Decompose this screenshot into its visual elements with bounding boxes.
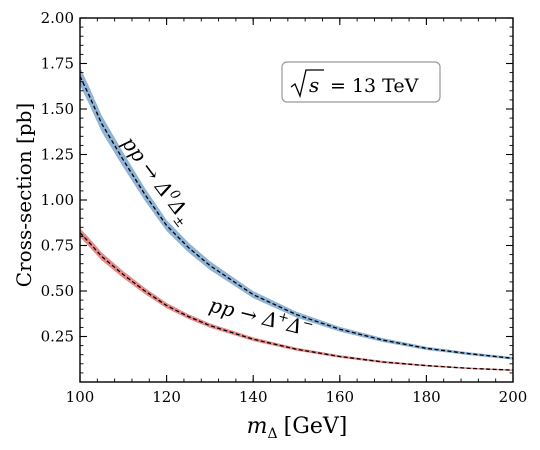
x-axis-label-unit: [GeV]	[284, 414, 348, 439]
x-tick-label: 100	[66, 388, 95, 406]
y-tick-label: 1.25	[41, 146, 74, 164]
y-tick-label: 0.50	[41, 282, 74, 300]
uncertainty-band-1	[80, 228, 513, 371]
y-axis-label: Cross-section [pb]	[12, 103, 36, 287]
y-tick-label: 1.00	[41, 191, 74, 209]
x-axis-label-sub: Δ	[268, 426, 278, 442]
x-tick-label: 200	[499, 388, 528, 406]
y-tick-label: 1.75	[41, 55, 74, 73]
tick-labels: 100 120 140 160 180 200 0.25 0.50 0.75 1.00 1.25 1.…	[41, 9, 528, 406]
sqrt-sign	[290, 69, 324, 99]
central-curves	[79, 75, 514, 371]
x-axis-label-main: m	[247, 414, 268, 439]
x-tick-label: 180	[412, 388, 441, 406]
central-curve-1	[79, 232, 514, 371]
x-tick-label: 120	[152, 388, 181, 406]
axis-ticks	[79, 17, 514, 382]
x-tick-label: 140	[239, 388, 268, 406]
x-axis-label: mΔ [GeV]	[247, 414, 348, 442]
energy-value: = 13 TeV	[330, 75, 419, 97]
central-curve-0	[79, 75, 514, 359]
y-tick-label: 1.50	[41, 100, 74, 118]
y-tick-label: 2.00	[41, 9, 74, 27]
y-tick-label: 0.25	[41, 328, 74, 346]
x-tick-label: 160	[325, 388, 354, 406]
y-tick-label: 0.75	[41, 237, 74, 255]
energy-sqrt-arg: s	[309, 73, 319, 97]
energy-legend-box: s = 13 TeV	[281, 61, 441, 103]
